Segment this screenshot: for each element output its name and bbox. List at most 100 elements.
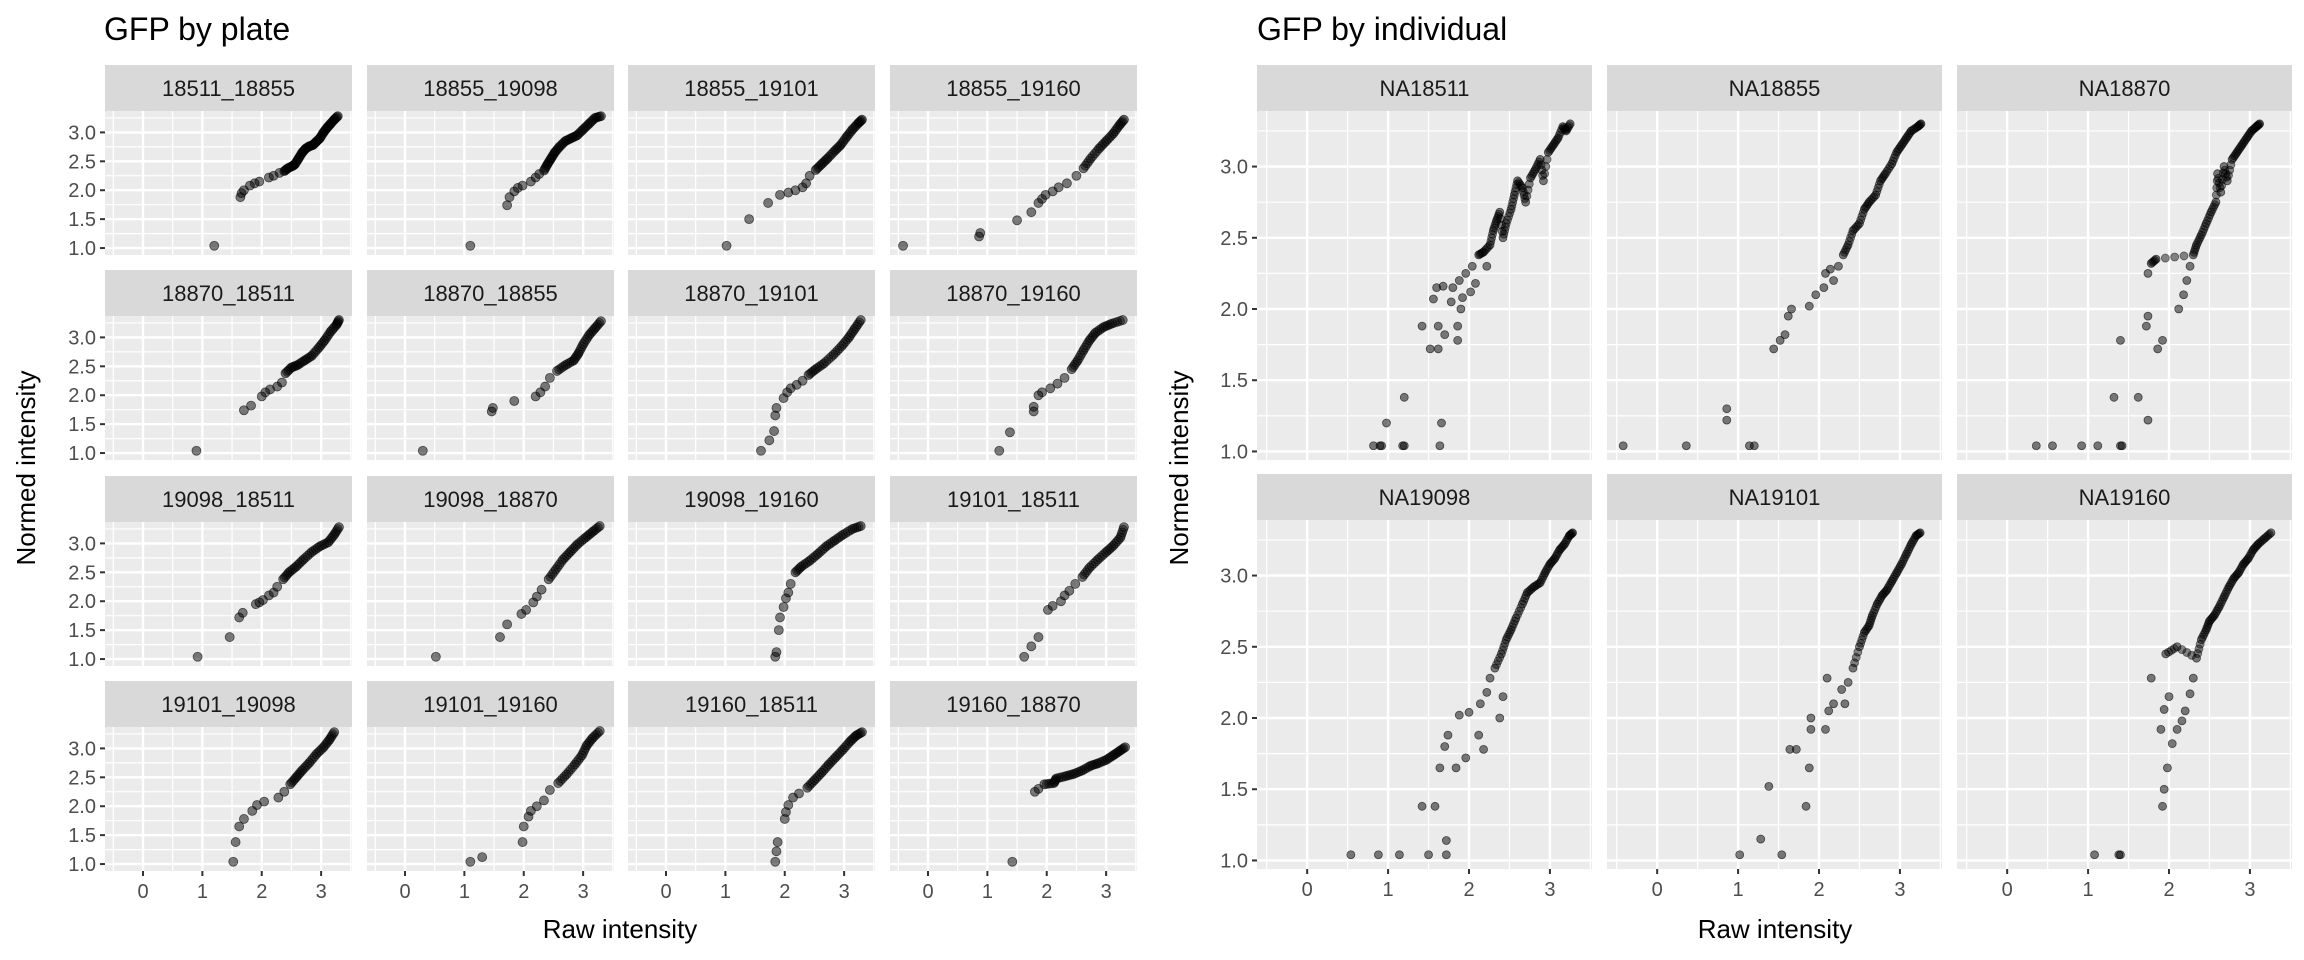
y-tick-label: 1.5 bbox=[68, 414, 96, 436]
y-tick-label: 1.5 bbox=[68, 825, 96, 847]
data-point-density bbox=[1850, 658, 1860, 668]
data-point bbox=[1026, 641, 1037, 652]
x-tick-label: 2 bbox=[256, 881, 267, 903]
data-point-density bbox=[591, 524, 602, 534]
data-point bbox=[2172, 725, 2182, 734]
data-point bbox=[209, 240, 220, 251]
data-point-density bbox=[1914, 529, 1924, 538]
data-point bbox=[1821, 725, 1830, 734]
data-point-density bbox=[1050, 774, 1061, 785]
facet-strip-label: NA18511 bbox=[1379, 76, 1469, 101]
x-tick-label: 3 bbox=[1894, 879, 1905, 901]
data-point-density bbox=[2212, 183, 2222, 193]
data-point bbox=[2180, 706, 2190, 716]
data-point-density bbox=[539, 164, 550, 174]
data-point bbox=[544, 785, 555, 795]
facet-strip bbox=[628, 476, 875, 522]
facet-strip bbox=[628, 65, 875, 111]
data-point bbox=[1775, 335, 1785, 345]
data-point bbox=[1070, 578, 1081, 589]
facet-strip-label: NA18855 bbox=[1729, 76, 1821, 101]
data-point bbox=[1756, 834, 1766, 844]
data-point bbox=[1429, 294, 1438, 304]
x-tick-label: 1 bbox=[197, 881, 208, 903]
facet-strip-label: 19098_18511 bbox=[162, 487, 295, 512]
data-point bbox=[756, 445, 766, 456]
data-point bbox=[259, 796, 270, 807]
panel-background bbox=[105, 316, 352, 460]
data-point bbox=[1764, 781, 1774, 791]
y-tick-label: 3.0 bbox=[68, 533, 96, 555]
data-point bbox=[2158, 801, 2167, 811]
facet-strip bbox=[367, 476, 614, 522]
data-point-density bbox=[1567, 529, 1577, 538]
data-point bbox=[2177, 716, 2187, 726]
data-point-density bbox=[1075, 350, 1086, 361]
data-point bbox=[2211, 197, 2221, 207]
data-point bbox=[495, 632, 505, 642]
facet-strip-label: NA19098 bbox=[1379, 485, 1471, 510]
y-tick-label: 1.5 bbox=[1220, 370, 1248, 392]
data-point bbox=[1451, 763, 1461, 773]
data-point-density bbox=[1898, 557, 1908, 567]
data-point-density bbox=[2240, 558, 2250, 568]
data-point-density bbox=[1104, 543, 1115, 554]
data-point bbox=[228, 856, 239, 867]
data-point-density bbox=[812, 163, 823, 174]
data-point-density bbox=[313, 747, 324, 758]
data-point bbox=[1441, 836, 1451, 845]
data-point bbox=[763, 198, 774, 208]
data-point-density bbox=[2150, 255, 2160, 265]
data-point bbox=[1399, 392, 1409, 402]
data-point bbox=[2174, 304, 2184, 314]
x-tick-label: 3 bbox=[578, 881, 589, 903]
data-point bbox=[465, 856, 476, 867]
facet-strip bbox=[367, 270, 614, 316]
facet-strip-label: NA19160 bbox=[2079, 485, 2171, 510]
data-point-density bbox=[1516, 181, 1526, 191]
y-tick-label: 2.0 bbox=[68, 591, 96, 613]
data-point bbox=[1479, 744, 1488, 754]
panel-background bbox=[105, 522, 352, 666]
y-tick-label: 1.0 bbox=[68, 649, 96, 671]
data-point bbox=[1454, 276, 1464, 285]
data-point bbox=[775, 612, 785, 623]
data-point bbox=[1901, 549, 1911, 559]
data-point bbox=[1433, 344, 1443, 354]
facet-strip bbox=[105, 681, 352, 727]
y-axis-title-individual: Normed intensity bbox=[1164, 370, 1194, 565]
data-point-density bbox=[594, 111, 605, 122]
data-point-density bbox=[2170, 252, 2180, 262]
facet-strip bbox=[105, 65, 352, 111]
data-point-density bbox=[1895, 561, 1905, 571]
data-point-density bbox=[1541, 162, 1551, 171]
data-point bbox=[2167, 739, 2177, 749]
y-tick-label: 2.0 bbox=[68, 180, 96, 202]
data-point-density bbox=[1501, 222, 1510, 232]
data-point bbox=[1848, 663, 1858, 673]
data-point-density bbox=[2206, 615, 2216, 625]
data-point bbox=[2141, 321, 2151, 331]
data-point-density bbox=[1847, 229, 1857, 239]
data-point bbox=[536, 584, 547, 595]
facet-strip-label: 19098_19160 bbox=[684, 487, 819, 512]
data-point-density bbox=[1115, 316, 1125, 326]
data-point bbox=[531, 801, 542, 812]
x-tick-label: 0 bbox=[660, 881, 671, 903]
data-point-density bbox=[332, 524, 343, 534]
panel-background bbox=[1607, 520, 1942, 869]
y-tick-label: 1.0 bbox=[68, 854, 96, 876]
data-point-density bbox=[2223, 585, 2233, 594]
data-point bbox=[2090, 850, 2099, 860]
data-point-density bbox=[1871, 602, 1881, 612]
data-point bbox=[778, 602, 789, 612]
data-point-density bbox=[1869, 192, 1879, 202]
data-point bbox=[1012, 215, 1022, 226]
data-point-density bbox=[1074, 353, 1085, 363]
data-point bbox=[1735, 850, 1745, 860]
facet-strip bbox=[890, 476, 1137, 522]
facet-strip-label: NA18870 bbox=[2079, 76, 2171, 101]
data-point bbox=[1446, 297, 1456, 307]
data-point-density bbox=[2220, 590, 2230, 599]
data-point bbox=[1482, 261, 1492, 271]
